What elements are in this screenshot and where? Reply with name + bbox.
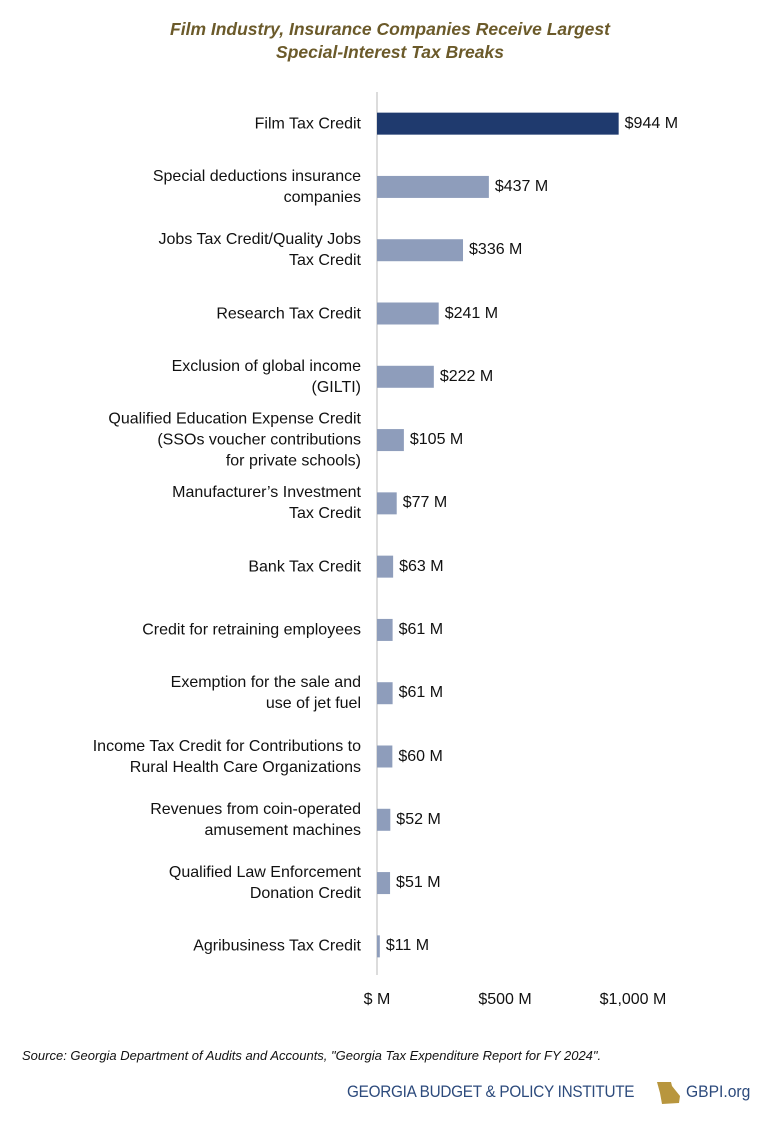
category-label: Film Tax Credit [254,115,361,133]
category-label: Manufacturer’s Investment Tax Credit [172,484,361,523]
bar [377,618,393,641]
value-label: $61 M [398,620,444,638]
category-label: Credit for retraining employees [142,621,361,639]
georgia-icon [657,1082,680,1104]
chart-title: Film Industry, Insurance Companies Recei… [170,19,610,62]
value-label: $105 M [409,431,464,449]
bar [377,555,394,578]
category-label: Qualified Law Enforcement Donation Credi… [168,864,361,903]
value-label: $51 M [396,874,441,892]
value-label: $336 M [469,241,523,259]
bar [377,175,489,198]
category-label: Special deductions insurance companies [152,167,361,206]
value-label: $241 M [444,304,499,322]
bar [377,682,393,705]
category-label: Jobs Tax Credit/Quality Jobs Tax Credit [158,231,361,270]
value-label: $77 M [402,494,448,512]
bar [377,808,391,831]
bar [377,745,393,768]
category-label: Exclusion of global income (GILTI) [171,357,361,396]
value-label: $63 M [399,557,444,575]
bar [377,112,619,135]
category-label: Income Tax Credit for Contributions to R… [92,737,361,776]
organization-name: GEORGIA BUDGET & POLICY INSTITUTE [347,1082,635,1101]
bar [377,302,439,325]
category-label: Research Tax Credit [216,305,361,322]
x-tick-label: $500 M [478,991,532,1008]
x-tick-label: $1,000 M [599,991,667,1008]
value-label: $944 M [624,114,679,132]
bar [377,492,397,515]
category-label: Agribusiness Tax Credit [193,937,361,955]
category-label: Revenues from coin-operated amusement ma… [150,800,361,839]
value-label: $437 M [494,177,549,195]
value-label: $60 M [398,747,443,765]
category-label: Bank Tax Credit [248,558,361,576]
value-label: $222 M [439,367,494,385]
bar [377,365,434,388]
category-label: Qualified Education Expense Credit (SSOs… [108,410,361,470]
category-label: Exemption for the sale and use of jet fu… [170,674,361,713]
x-tick-label: $ M [363,991,391,1008]
value-label: $11 M [385,937,430,955]
source-note: Source: Georgia Department of Audits and… [22,1048,602,1063]
bar [377,872,391,895]
bar [377,935,380,958]
bar [377,429,404,452]
website: GBPI.org [686,1082,751,1101]
value-label: $52 M [396,810,441,828]
bar [377,239,464,262]
value-label: $61 M [398,684,444,702]
